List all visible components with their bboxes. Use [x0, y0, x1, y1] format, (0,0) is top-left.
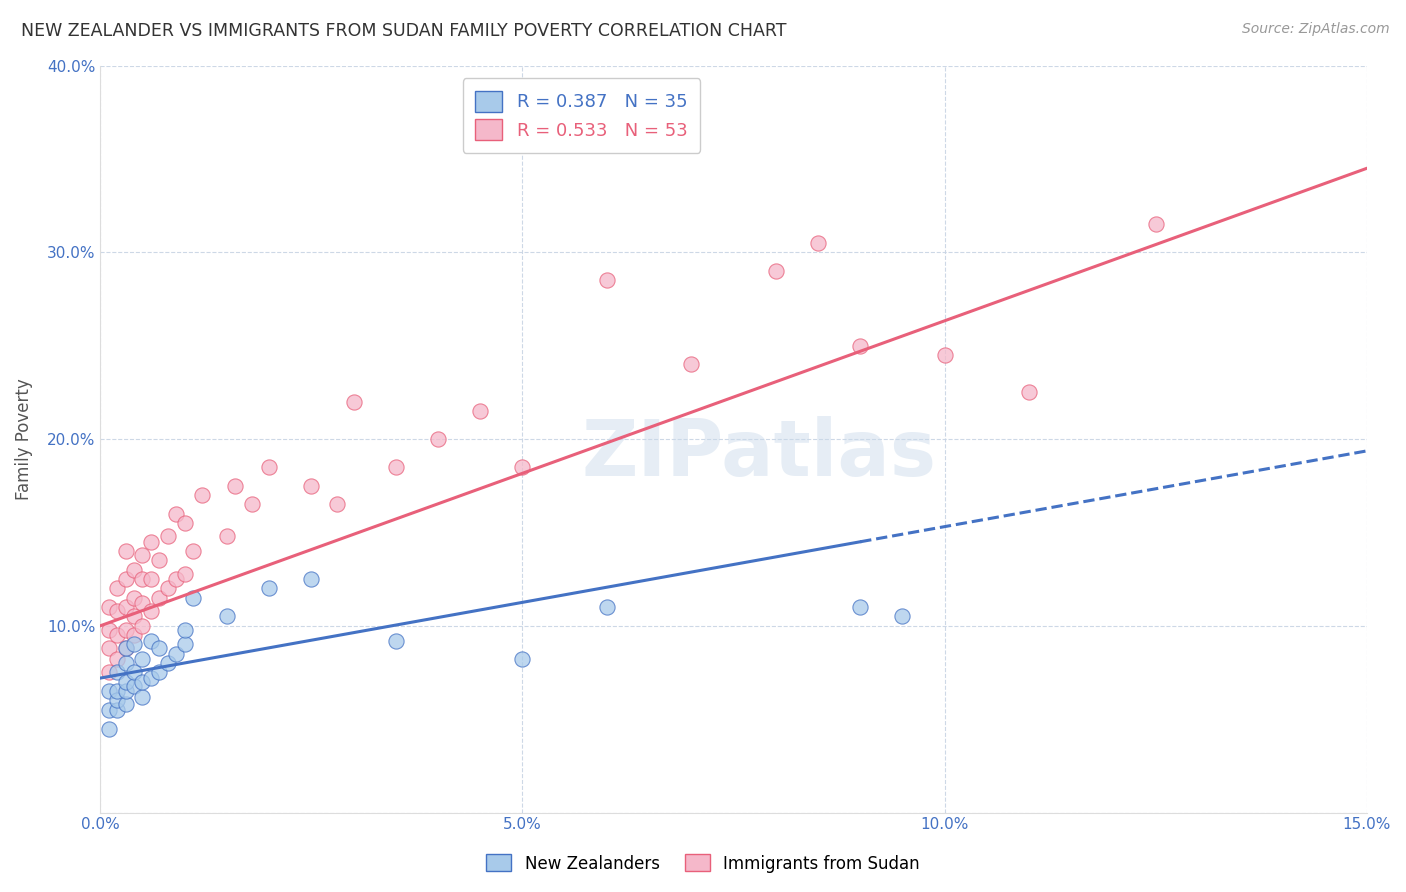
Point — [224, 479, 246, 493]
Point — [114, 641, 136, 656]
Point — [105, 684, 128, 698]
Point — [131, 690, 153, 704]
Point — [114, 656, 136, 670]
Point — [596, 600, 619, 615]
Point — [165, 572, 187, 586]
Point — [97, 623, 120, 637]
Point — [173, 516, 195, 530]
Point — [807, 235, 830, 250]
Point — [114, 684, 136, 698]
Point — [114, 623, 136, 637]
Point — [934, 348, 956, 362]
Point — [139, 633, 162, 648]
Point — [114, 697, 136, 711]
Point — [325, 498, 347, 512]
Text: ZIPatlas: ZIPatlas — [581, 416, 936, 492]
Point — [131, 572, 153, 586]
Point — [148, 641, 170, 656]
Point — [156, 529, 179, 543]
Point — [114, 641, 136, 656]
Point — [97, 665, 120, 680]
Text: Source: ZipAtlas.com: Source: ZipAtlas.com — [1241, 22, 1389, 37]
Point — [131, 619, 153, 633]
Legend: R = 0.387   N = 35, R = 0.533   N = 53: R = 0.387 N = 35, R = 0.533 N = 53 — [463, 78, 700, 153]
Point — [215, 529, 238, 543]
Point — [148, 665, 170, 680]
Point — [257, 460, 280, 475]
Point — [299, 572, 322, 586]
Point — [139, 572, 162, 586]
Point — [148, 553, 170, 567]
Point — [156, 582, 179, 596]
Point — [122, 563, 145, 577]
Point — [240, 498, 263, 512]
Y-axis label: Family Poverty: Family Poverty — [15, 378, 32, 500]
Point — [139, 671, 162, 685]
Point — [122, 638, 145, 652]
Point — [681, 357, 703, 371]
Point — [114, 674, 136, 689]
Point — [1018, 385, 1040, 400]
Point — [512, 460, 534, 475]
Point — [849, 600, 872, 615]
Point — [173, 566, 195, 581]
Point — [849, 339, 872, 353]
Point — [299, 479, 322, 493]
Point — [114, 544, 136, 558]
Point — [470, 404, 492, 418]
Point — [181, 544, 204, 558]
Point — [114, 600, 136, 615]
Point — [173, 623, 195, 637]
Point — [105, 703, 128, 717]
Point — [97, 641, 120, 656]
Point — [97, 703, 120, 717]
Point — [139, 534, 162, 549]
Point — [122, 591, 145, 605]
Point — [97, 684, 120, 698]
Point — [105, 628, 128, 642]
Point — [139, 604, 162, 618]
Point — [190, 488, 212, 502]
Point — [131, 652, 153, 666]
Point — [512, 652, 534, 666]
Point — [173, 638, 195, 652]
Point — [114, 572, 136, 586]
Point — [156, 656, 179, 670]
Point — [122, 665, 145, 680]
Point — [122, 679, 145, 693]
Point — [427, 432, 450, 446]
Point — [215, 609, 238, 624]
Legend: New Zealanders, Immigrants from Sudan: New Zealanders, Immigrants from Sudan — [479, 847, 927, 880]
Point — [148, 591, 170, 605]
Point — [384, 633, 406, 648]
Point — [105, 652, 128, 666]
Point — [165, 647, 187, 661]
Point — [122, 628, 145, 642]
Point — [131, 674, 153, 689]
Point — [122, 609, 145, 624]
Text: NEW ZEALANDER VS IMMIGRANTS FROM SUDAN FAMILY POVERTY CORRELATION CHART: NEW ZEALANDER VS IMMIGRANTS FROM SUDAN F… — [21, 22, 786, 40]
Point — [105, 604, 128, 618]
Point — [105, 665, 128, 680]
Point — [165, 507, 187, 521]
Point — [891, 609, 914, 624]
Point — [131, 596, 153, 610]
Point — [384, 460, 406, 475]
Point — [97, 600, 120, 615]
Point — [765, 264, 787, 278]
Point — [105, 582, 128, 596]
Point — [1144, 217, 1167, 231]
Point — [342, 394, 364, 409]
Point — [181, 591, 204, 605]
Point — [97, 722, 120, 736]
Point — [131, 548, 153, 562]
Point — [105, 693, 128, 707]
Point — [257, 582, 280, 596]
Point — [596, 273, 619, 287]
